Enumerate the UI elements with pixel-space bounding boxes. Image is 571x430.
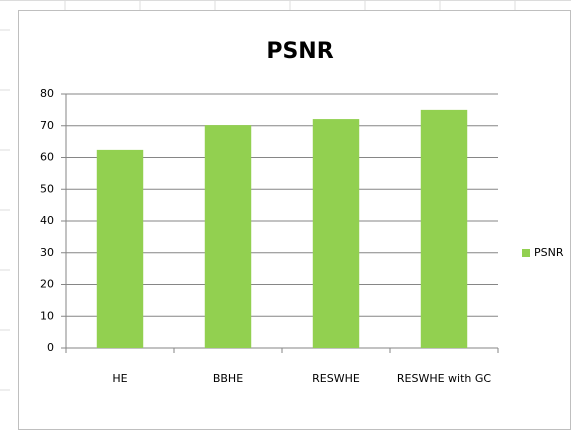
y-tick-label: 40	[40, 214, 54, 227]
x-tick-label-box: BBHE	[212, 372, 244, 385]
bar	[96, 149, 144, 348]
legend-swatch	[522, 249, 530, 257]
y-tick-label: 10	[40, 309, 54, 322]
x-tick-label: RESWHE with GC	[396, 372, 492, 385]
bar	[204, 125, 252, 349]
bar	[312, 119, 360, 349]
x-tick-label: HE	[112, 372, 128, 385]
chart-title: PSNR	[266, 39, 333, 64]
x-tick-label-box: RESWHE with GC	[396, 372, 492, 385]
legend-label: PSNR	[534, 246, 564, 259]
y-tick-label: 70	[40, 119, 54, 132]
y-tick-label: 80	[40, 87, 54, 100]
x-tick-label-box: HE	[112, 372, 128, 385]
bar	[420, 109, 468, 348]
y-tick-label: 20	[40, 278, 54, 291]
sheet-grid	[0, 0, 571, 391]
x-tick-label: RESWHE	[312, 372, 360, 385]
x-tick-label-box: RESWHE	[312, 372, 360, 385]
y-tick-label: 0	[47, 341, 54, 354]
y-tick-label: 30	[40, 246, 54, 259]
y-tick-label: 60	[40, 151, 54, 164]
x-tick-label: BBHE	[212, 372, 244, 385]
y-tick-label: 50	[40, 182, 54, 195]
